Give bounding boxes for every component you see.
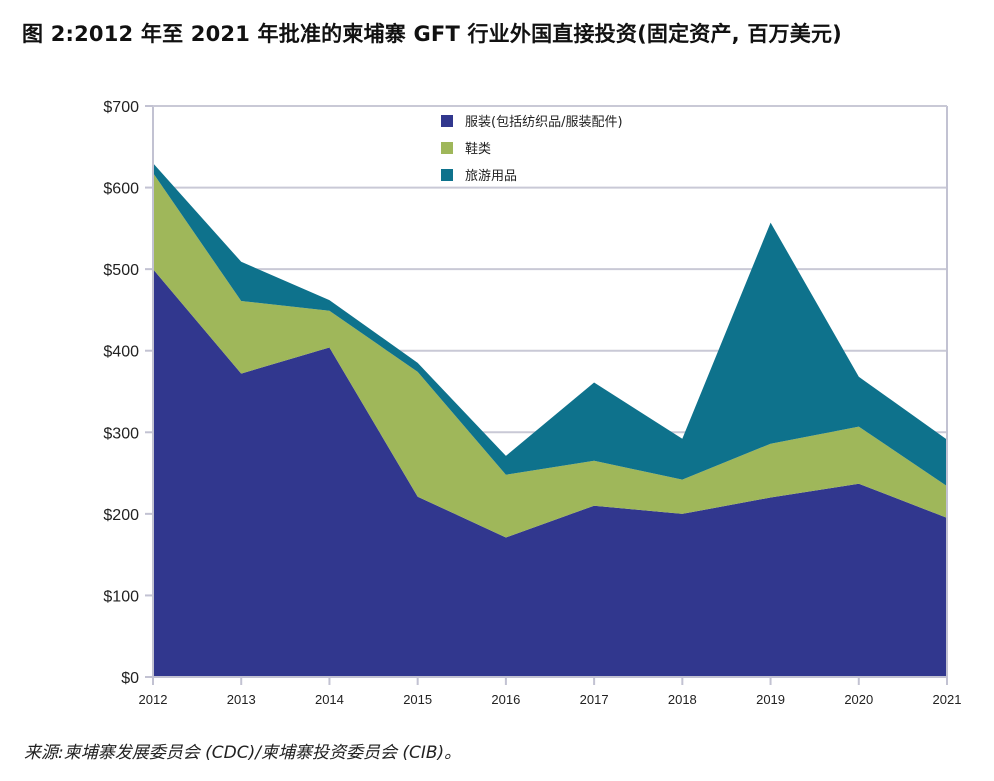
legend-swatch: [441, 169, 453, 181]
x-tick-label: 2021: [933, 692, 962, 707]
y-tick-label: $200: [103, 507, 139, 524]
y-tick-label: $600: [103, 181, 139, 198]
chart-title: 图 2:2012 年至 2021 年批准的柬埔寨 GFT 行业外国直接投资(固定…: [22, 22, 842, 46]
source-note: 来源:柬埔寨发展委员会 (CDC)/柬埔寨投资委员会 (CIB)。: [24, 743, 462, 763]
y-tick-label: $500: [103, 262, 139, 279]
legend-label: 服装(包括纺织品/服装配件): [465, 115, 623, 130]
x-tick-label: 2013: [227, 692, 256, 707]
legend-label: 旅游用品: [465, 169, 517, 184]
x-axis-ticks: 2012 2013 2014 2015 2016 2017 2018 2019 2020 2021: [139, 677, 962, 707]
y-tick-label: $100: [103, 588, 139, 605]
area-series-0: [153, 269, 947, 677]
x-tick-label: 2016: [491, 692, 520, 707]
x-tick-label: 2015: [403, 692, 432, 707]
y-tick-label: $0: [121, 670, 139, 687]
legend-label: 鞋类: [465, 141, 491, 157]
y-axis-ticks: $0 $100 $200 $300 $400 $500 $600 $700: [103, 99, 153, 687]
stacked-areas: [153, 163, 947, 677]
x-tick-label: 2018: [668, 692, 697, 707]
area-series-2: [153, 163, 947, 487]
x-tick-label: 2019: [756, 692, 785, 707]
legend-swatch: [441, 142, 453, 154]
axes: [152, 105, 948, 685]
legend-swatch: [441, 115, 453, 127]
x-tick-label: 2012: [139, 692, 168, 707]
y-tick-label: $400: [103, 344, 139, 361]
y-tick-label: $700: [103, 99, 139, 116]
x-tick-label: 2014: [315, 692, 344, 707]
x-tick-label: 2020: [844, 692, 873, 707]
x-tick-label: 2017: [580, 692, 609, 707]
y-tick-label: $300: [103, 425, 139, 442]
